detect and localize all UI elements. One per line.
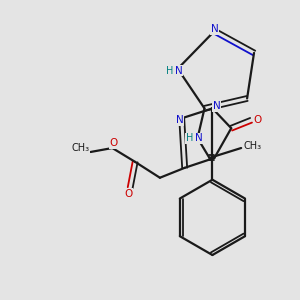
Text: H: H (166, 66, 173, 76)
Text: O: O (124, 189, 132, 199)
Text: N: N (176, 115, 184, 125)
Text: N: N (211, 24, 218, 34)
Text: CH₃: CH₃ (244, 141, 262, 151)
Text: N: N (212, 101, 220, 111)
Text: O: O (109, 138, 118, 148)
Text: CH₃: CH₃ (72, 143, 90, 153)
Text: H: H (186, 133, 193, 143)
Text: N: N (195, 133, 203, 143)
Text: N: N (175, 66, 183, 76)
Text: O: O (254, 115, 262, 125)
